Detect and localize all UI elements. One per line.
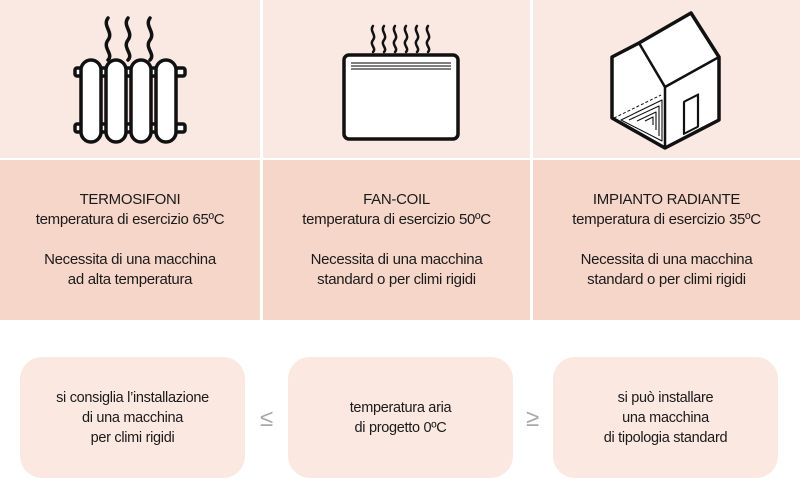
box-text: per climi rigidi xyxy=(90,429,175,446)
operating-temperature: temperatura di esercizio 50ºC xyxy=(302,211,491,228)
cold-climate-recommendation-box: si consiglia l’installazione di una macc… xyxy=(20,357,245,478)
greater-equal-symbol: ≥ xyxy=(526,405,540,432)
column-title: FAN-COIL xyxy=(363,191,430,208)
underfloor-heating-house-icon xyxy=(610,11,721,150)
machine-note: Necessita di una macchina xyxy=(310,251,483,268)
design-air-temperature-box: temperatura aria di progetto 0ºC xyxy=(288,357,513,478)
fan-coil-icon xyxy=(342,24,460,141)
box-text: una macchina xyxy=(622,409,709,426)
box-text: temperatura aria xyxy=(349,399,452,416)
radiator-panel xyxy=(0,0,260,158)
machine-note: ad alta temperatura xyxy=(67,271,193,288)
column-title: TERMOSIFONI xyxy=(79,191,181,208)
box-text: di una macchina xyxy=(81,409,184,426)
box-text: di tipologia standard xyxy=(603,429,728,446)
machine-note: Necessita di una macchina xyxy=(580,251,753,268)
machine-note: standard o per climi rigidi xyxy=(317,271,476,288)
fan-coil-panel xyxy=(263,0,530,158)
box-text: di progetto 0ºC xyxy=(354,419,447,436)
standard-machine-box: si può installare una macchina di tipolo… xyxy=(553,357,778,478)
column-title: IMPIANTO RADIANTE xyxy=(592,191,741,208)
fan-coil-description: FAN-COIL temperatura di esercizio 50ºC N… xyxy=(263,160,530,320)
operating-temperature: temperatura di esercizio 65ºC xyxy=(35,211,225,228)
radiator-description: TERMOSIFONI temperatura di esercizio 65º… xyxy=(0,160,260,320)
machine-note: Necessita di una macchina xyxy=(44,251,216,268)
box-text: si può installare xyxy=(617,389,714,406)
radiant-floor-panel xyxy=(533,0,800,158)
radiator-icon xyxy=(73,16,187,144)
operating-temperature: temperatura di esercizio 35ºC xyxy=(572,211,761,228)
box-text: si consiglia l’installazione xyxy=(56,389,209,406)
radiant-floor-description: IMPIANTO RADIANTE temperatura di eserciz… xyxy=(533,160,800,320)
less-equal-symbol: ≤ xyxy=(260,405,274,432)
machine-note: standard o per climi rigidi xyxy=(587,271,746,288)
